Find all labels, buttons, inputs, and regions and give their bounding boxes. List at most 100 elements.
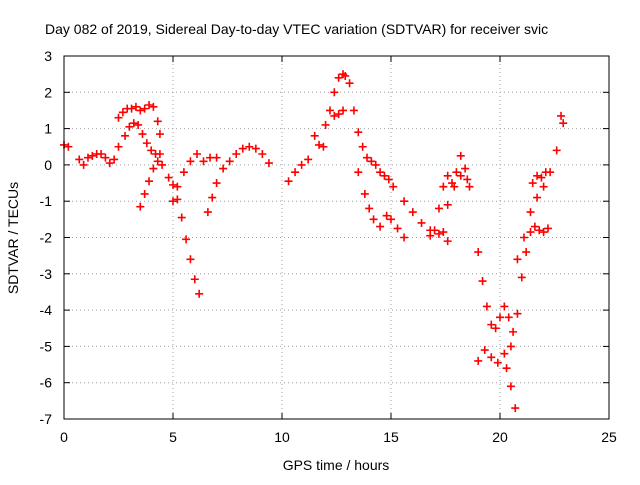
data-point (387, 215, 395, 224)
data-point (543, 224, 552, 233)
data-point (199, 157, 208, 166)
data-point (509, 327, 518, 336)
data-point (557, 111, 566, 120)
data-point (537, 173, 546, 182)
data-point (360, 189, 369, 198)
data-point (533, 171, 542, 180)
y-tick-label: 3 (44, 48, 52, 64)
data-point (219, 164, 228, 173)
data-point (88, 151, 97, 160)
data-point (232, 150, 241, 159)
data-point (434, 204, 443, 213)
data-point (365, 204, 374, 213)
data-point (491, 324, 500, 333)
y-tick-label: -3 (40, 266, 53, 282)
data-point (212, 153, 221, 162)
data-point (439, 228, 448, 237)
data-point (118, 108, 127, 117)
data-point (136, 106, 145, 115)
data-point (341, 71, 350, 80)
data-point (502, 364, 511, 373)
data-point (443, 237, 452, 246)
data-point (504, 313, 513, 322)
data-point (264, 159, 273, 168)
data-point (511, 404, 520, 413)
data-point (177, 213, 186, 222)
data-point (169, 180, 177, 189)
data-point (75, 155, 84, 164)
y-tick-label: -4 (40, 302, 53, 318)
data-point (315, 140, 324, 149)
data-point (147, 146, 156, 155)
data-point (321, 120, 330, 129)
data-point (384, 175, 393, 184)
data-point (513, 309, 522, 318)
y-tick-label: 2 (44, 84, 52, 100)
data-point (500, 349, 509, 358)
data-point (463, 175, 472, 184)
x-tick-label: 20 (492, 429, 508, 445)
y-axis-label: SDTVAR / TECUs (5, 182, 21, 294)
data-point (149, 102, 158, 111)
data-point (173, 182, 182, 191)
data-point (330, 88, 339, 97)
data-point (452, 168, 461, 177)
data-point (325, 106, 334, 115)
data-point (125, 122, 134, 131)
data-point (140, 104, 149, 113)
data-point (186, 157, 195, 166)
data-point (195, 289, 204, 298)
data-point (158, 160, 167, 169)
data-point (358, 142, 367, 151)
data-point (400, 233, 409, 242)
data-point (376, 168, 385, 177)
data-point (129, 119, 138, 128)
data-point (528, 179, 537, 188)
data-point (380, 171, 389, 180)
data-point (238, 144, 247, 153)
data-point (443, 171, 452, 180)
data-point (121, 131, 130, 140)
data-point (456, 151, 465, 160)
data-point (519, 233, 528, 242)
x-tick-label: 25 (601, 429, 617, 445)
data-point (105, 159, 114, 168)
data-point (140, 189, 149, 198)
data-point (291, 168, 300, 177)
x-axis-label: GPS time / hours (283, 457, 390, 473)
data-point (376, 222, 385, 231)
x-tick-label: 15 (383, 429, 399, 445)
data-point (186, 255, 195, 264)
y-tick-label: -2 (40, 230, 53, 246)
data-point (164, 173, 173, 182)
data-point (212, 179, 221, 188)
data-point (334, 73, 343, 82)
data-point (426, 231, 435, 240)
y-tick-label: -6 (40, 375, 53, 391)
data-point (517, 273, 526, 282)
data-point (539, 228, 548, 237)
data-point (79, 160, 88, 169)
data-point (83, 153, 92, 162)
data-point (245, 142, 254, 151)
data-point (297, 160, 306, 169)
data-point (443, 200, 452, 209)
data-point (506, 382, 515, 391)
data-point (145, 177, 154, 186)
data-point (101, 153, 110, 162)
data-point (461, 164, 470, 173)
data-point (64, 142, 73, 151)
y-tick-label: -1 (40, 193, 53, 209)
y-tick-label: -7 (40, 411, 53, 427)
data-point (310, 131, 319, 140)
data-point (559, 119, 568, 128)
data-point (304, 155, 313, 164)
data-point (208, 193, 217, 202)
data-point (155, 130, 164, 139)
data-point (97, 150, 106, 159)
data-point (114, 113, 123, 122)
data-point (251, 144, 260, 153)
data-point (110, 155, 119, 164)
data-point (155, 150, 164, 159)
